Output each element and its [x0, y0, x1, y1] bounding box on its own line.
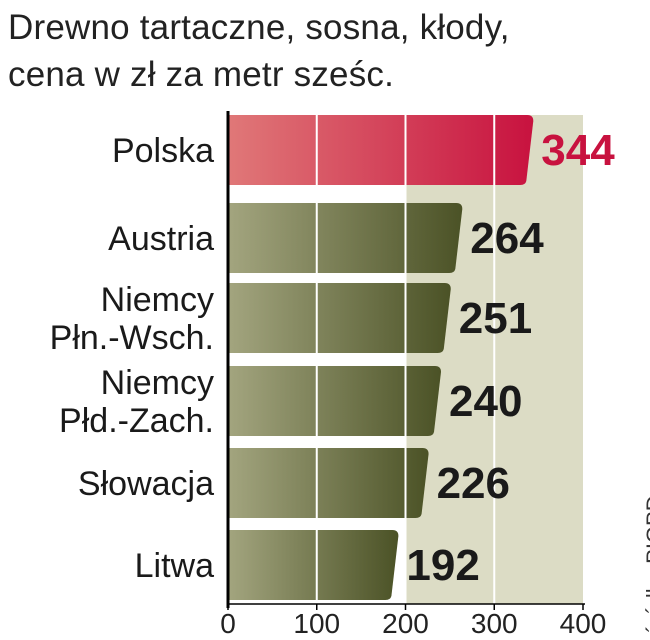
bar-austria: [228, 203, 463, 273]
bar-niemcy-płn-wsch-: [228, 283, 451, 353]
category-label: Niemcy: [101, 364, 214, 402]
category-label: Płd.-Zach.: [59, 402, 214, 440]
x-tick-label-400: 400: [560, 608, 607, 639]
value-label: 251: [459, 294, 532, 343]
bar-litwa: [228, 530, 399, 600]
chart-title-line-2: cena w zł za metr sześc.: [8, 55, 395, 94]
x-tick-label-200: 200: [382, 608, 429, 639]
value-label: 192: [406, 541, 479, 590]
x-tick-label-0: 0: [220, 608, 236, 639]
category-label: Słowacja: [78, 465, 214, 503]
category-label: Niemcy: [101, 281, 214, 319]
x-tick-label-300: 300: [471, 608, 518, 639]
category-label: Austria: [108, 220, 214, 258]
source-note: źródło: PIGPD: [642, 495, 650, 636]
chart-title-line-1: Drewno tartaczne, sosna, kłody,: [8, 8, 510, 47]
value-label: 240: [449, 377, 522, 426]
bar-słowacja: [228, 448, 429, 518]
bar-niemcy-płd-zach-: [228, 366, 441, 436]
chart-title: Drewno tartaczne, sosna, kłody, cena w z…: [8, 4, 510, 98]
category-label: Litwa: [135, 547, 214, 585]
category-label: Polska: [112, 132, 214, 170]
value-label: 264: [470, 214, 544, 263]
bar-polska: [228, 115, 534, 185]
x-tick-label-100: 100: [293, 608, 340, 639]
value-label: 226: [437, 459, 510, 508]
category-label: Płn.-Wsch.: [50, 319, 214, 357]
value-label: 344: [541, 126, 615, 175]
